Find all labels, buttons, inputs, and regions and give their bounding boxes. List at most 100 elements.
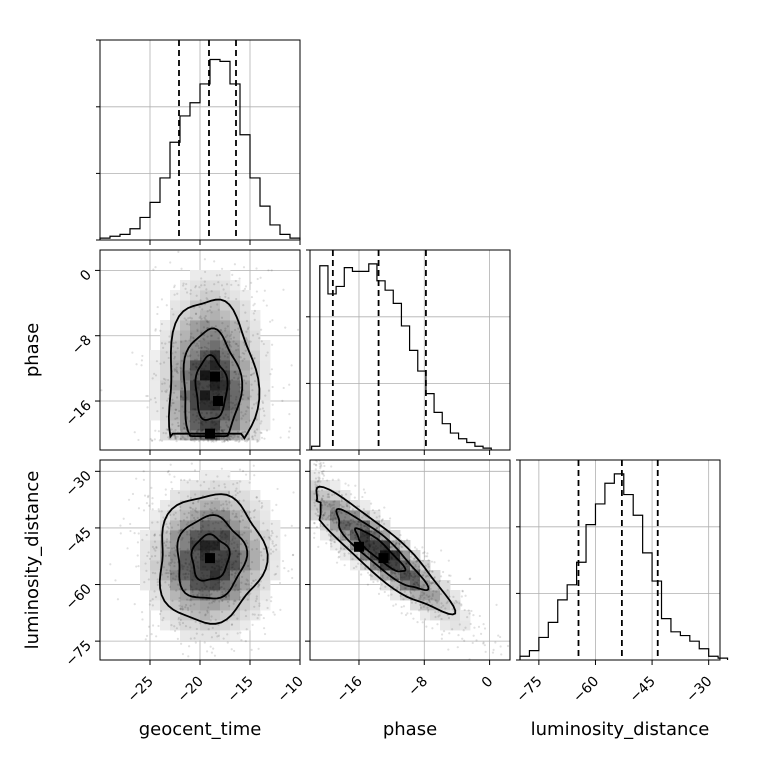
sample-point	[254, 578, 257, 582]
sample-point	[202, 387, 205, 390]
density-cell	[260, 580, 271, 591]
sample-point	[207, 321, 210, 324]
sample-point	[427, 563, 430, 566]
sample-point	[195, 627, 198, 631]
density-cell	[330, 530, 341, 541]
sample-point	[181, 652, 185, 656]
sample-point	[221, 375, 225, 379]
sample-point	[218, 386, 221, 389]
sample-point	[359, 546, 362, 550]
density-cell	[190, 290, 201, 301]
density-cell	[210, 360, 221, 371]
sample-point	[334, 516, 337, 519]
sample-point	[187, 655, 190, 658]
density-cell	[190, 320, 201, 331]
sample-point	[429, 587, 432, 590]
sample-point	[243, 357, 246, 360]
sample-point	[190, 462, 193, 465]
sample-point	[337, 509, 341, 512]
sample-point	[335, 520, 339, 524]
sample-point	[414, 565, 417, 568]
density-cell	[230, 520, 241, 531]
sample-point	[207, 439, 210, 442]
sample-point	[200, 437, 203, 440]
sample-point	[235, 439, 238, 442]
sample-point	[342, 519, 346, 522]
sample-point	[199, 429, 202, 433]
sample-point	[211, 587, 214, 590]
sample-point	[243, 430, 246, 433]
sample-point	[354, 543, 357, 546]
sample-point	[291, 553, 295, 557]
density-cell	[160, 410, 171, 421]
density-cell	[210, 410, 221, 421]
sample-point	[234, 600, 237, 603]
sample-point	[383, 556, 386, 560]
density-cell	[170, 600, 181, 611]
sample-point	[326, 516, 329, 519]
sample-point	[156, 305, 159, 309]
sample-point	[172, 577, 175, 580]
sample-point	[194, 555, 198, 559]
density-cell	[420, 610, 431, 621]
sample-point	[344, 532, 347, 535]
sample-point	[140, 364, 143, 367]
sample-point	[412, 583, 415, 586]
sample-point	[387, 562, 390, 565]
sample-point	[255, 547, 258, 551]
sample-point	[181, 567, 184, 570]
sample-point	[229, 438, 232, 441]
sample-point	[412, 578, 415, 582]
sample-point	[330, 545, 333, 548]
sample-point	[405, 562, 408, 565]
sample-point	[262, 547, 265, 550]
sample-point	[276, 487, 279, 491]
sample-point	[325, 542, 328, 545]
sample-point	[431, 581, 435, 585]
sample-point	[180, 367, 183, 370]
density-cell	[150, 530, 161, 541]
density-cell	[230, 380, 241, 391]
sample-point	[165, 569, 168, 572]
sample-point	[188, 316, 192, 319]
sample-point	[236, 435, 239, 438]
density-cell	[240, 600, 251, 611]
sample-point	[186, 323, 189, 326]
sample-point	[210, 651, 214, 654]
sample-point	[202, 439, 205, 442]
sample-point	[208, 384, 211, 387]
sample-point	[250, 648, 253, 652]
sample-point	[425, 574, 428, 577]
density-cell	[140, 580, 151, 591]
density-cell	[200, 410, 211, 421]
density-cell	[350, 520, 361, 531]
sample-point	[263, 289, 266, 292]
sample-point	[372, 580, 375, 584]
density-cell	[460, 610, 471, 621]
density-cell	[250, 530, 261, 541]
sample-point	[453, 602, 456, 605]
sample-point	[233, 328, 237, 332]
sample-point	[151, 502, 154, 505]
sample-point	[196, 565, 199, 568]
sample-point	[409, 555, 412, 559]
sample-point	[209, 428, 212, 431]
sample-point	[355, 538, 358, 541]
sample-point	[218, 559, 221, 562]
density-cell	[190, 600, 201, 611]
sample-point	[423, 571, 426, 574]
sample-point	[394, 575, 398, 578]
density-cell	[210, 610, 221, 621]
density-cell	[380, 570, 391, 581]
sample-point	[208, 428, 211, 431]
density-cell	[390, 570, 401, 581]
sample-point	[209, 438, 212, 441]
sample-point	[425, 625, 428, 628]
sample-point	[220, 579, 223, 582]
sample-point	[237, 588, 240, 592]
sample-point	[446, 600, 449, 603]
sample-point	[372, 564, 375, 567]
sample-point	[281, 399, 284, 402]
sample-point	[261, 505, 264, 508]
sample-point	[340, 505, 344, 508]
